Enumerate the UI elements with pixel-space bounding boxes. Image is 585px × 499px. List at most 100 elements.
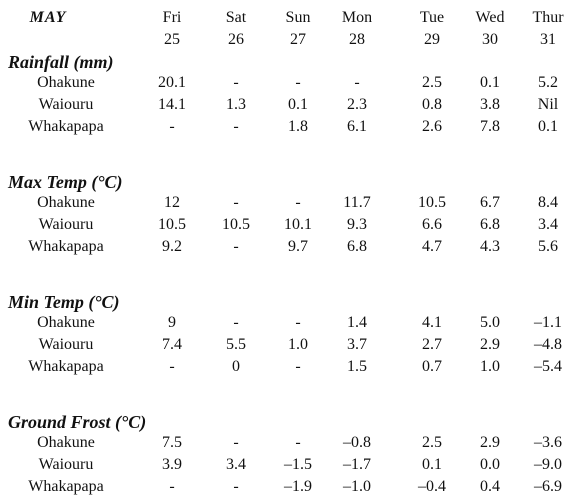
- day-date: 28: [349, 31, 365, 48]
- cell-value: 10.1: [284, 216, 312, 233]
- cell-value: 1.8: [288, 118, 308, 135]
- cell-value: –1.0: [343, 478, 371, 495]
- row-label: Waiouru: [38, 456, 94, 473]
- row-label: Ohakune: [37, 434, 95, 451]
- section-title: Rainfall (mm): [8, 52, 114, 72]
- cell-value: -: [233, 74, 239, 91]
- cell-value: 3.7: [347, 336, 367, 353]
- cell-value: -: [233, 478, 239, 495]
- cell-value: 2.3: [347, 96, 367, 113]
- cell-value: 9.3: [347, 216, 367, 233]
- cell-value: 5.6: [538, 238, 558, 255]
- cell-value: 9.7: [288, 238, 308, 255]
- cell-value: –5.4: [534, 358, 562, 375]
- cell-value: 10.5: [158, 216, 186, 233]
- day-date: 31: [540, 31, 556, 48]
- cell-value: 0.1: [480, 74, 500, 91]
- cell-value: 7.4: [162, 336, 182, 353]
- cell-value: -: [295, 194, 301, 211]
- month: MAY: [29, 9, 67, 26]
- cell-value: -: [295, 358, 301, 375]
- cell-value: 10.5: [222, 216, 250, 233]
- cell-value: 3.4: [538, 216, 558, 233]
- cell-value: 6.7: [480, 194, 500, 211]
- day-name: Wed: [475, 9, 505, 26]
- cell-value: –1.9: [284, 478, 312, 495]
- cell-value: 10.5: [418, 194, 446, 211]
- cell-value: -: [295, 74, 301, 91]
- row-label: Whakapapa: [28, 478, 104, 495]
- cell-value: 4.7: [422, 238, 442, 255]
- cell-value: 6.8: [480, 216, 500, 233]
- cell-value: –0.8: [343, 434, 371, 451]
- cell-value: -: [169, 118, 175, 135]
- cell-value: 0.7: [422, 358, 442, 375]
- cell-value: 1.3: [226, 96, 246, 113]
- cell-value: 14.1: [158, 96, 186, 113]
- row-label: Ohakune: [37, 194, 95, 211]
- cell-value: 0: [232, 358, 240, 375]
- cell-value: 4.1: [422, 314, 442, 331]
- cell-value: 6.6: [422, 216, 442, 233]
- day-name: Sun: [285, 9, 311, 26]
- cell-value: -: [233, 194, 239, 211]
- cell-value: Nil: [537, 96, 559, 113]
- cell-value: 20.1: [158, 74, 186, 91]
- row-label: Whakapapa: [28, 358, 104, 375]
- cell-value: 1.5: [347, 358, 367, 375]
- cell-value: 7.5: [162, 434, 182, 451]
- row-label: Waiouru: [38, 336, 94, 353]
- cell-value: 1.0: [288, 336, 308, 353]
- cell-value: –4.8: [534, 336, 562, 353]
- cell-value: 0.1: [288, 96, 308, 113]
- cell-value: 3.4: [226, 456, 246, 473]
- day-name: Tue: [419, 9, 445, 26]
- cell-value: 1.4: [347, 314, 367, 331]
- row-label: Whakapapa: [28, 238, 104, 255]
- cell-value: 0.8: [422, 96, 442, 113]
- cell-value: –9.0: [534, 456, 562, 473]
- cell-value: 0.1: [538, 118, 558, 135]
- cell-value: 5.2: [538, 74, 558, 91]
- day-name: Mon: [341, 9, 373, 26]
- section-title: Max Temp (°C): [8, 172, 123, 192]
- cell-value: 0.4: [480, 478, 500, 495]
- cell-value: 6.8: [347, 238, 367, 255]
- row-label: Waiouru: [38, 96, 94, 113]
- cell-value: 4.3: [480, 238, 500, 255]
- cell-value: -: [295, 434, 301, 451]
- cell-value: 5.5: [226, 336, 246, 353]
- cell-value: 5.0: [480, 314, 500, 331]
- cell-value: 3.9: [162, 456, 182, 473]
- cell-value: 2.6: [422, 118, 442, 135]
- day-date: 25: [164, 31, 180, 48]
- cell-value: –0.4: [418, 478, 446, 495]
- section-title: Ground Frost (°C): [8, 412, 147, 432]
- row-label: Ohakune: [37, 74, 95, 91]
- day-date: 27: [290, 31, 306, 48]
- cell-value: –1.1: [534, 314, 562, 331]
- cell-value: -: [169, 478, 175, 495]
- cell-value: -: [233, 238, 239, 255]
- cell-value: 3.8: [480, 96, 500, 113]
- day-name: Thur: [532, 9, 564, 26]
- cell-value: -: [354, 74, 360, 91]
- cell-value: 8.4: [538, 194, 558, 211]
- cell-value: –1.5: [284, 456, 312, 473]
- cell-value: 2.5: [422, 434, 442, 451]
- cell-value: 12: [164, 194, 180, 211]
- cell-value: 0.1: [422, 456, 442, 473]
- cell-value: 9.2: [162, 238, 182, 255]
- cell-value: 6.1: [347, 118, 367, 135]
- row-label: Waiouru: [38, 216, 94, 233]
- cell-value: -: [233, 314, 239, 331]
- cell-value: –3.6: [534, 434, 562, 451]
- section-title: Min Temp (°C): [8, 292, 120, 312]
- cell-value: –1.7: [343, 456, 371, 473]
- cell-value: -: [233, 434, 239, 451]
- day-date: 30: [482, 31, 498, 48]
- day-date: 29: [424, 31, 440, 48]
- row-label: Whakapapa: [28, 118, 104, 135]
- cell-value: 9: [168, 314, 176, 331]
